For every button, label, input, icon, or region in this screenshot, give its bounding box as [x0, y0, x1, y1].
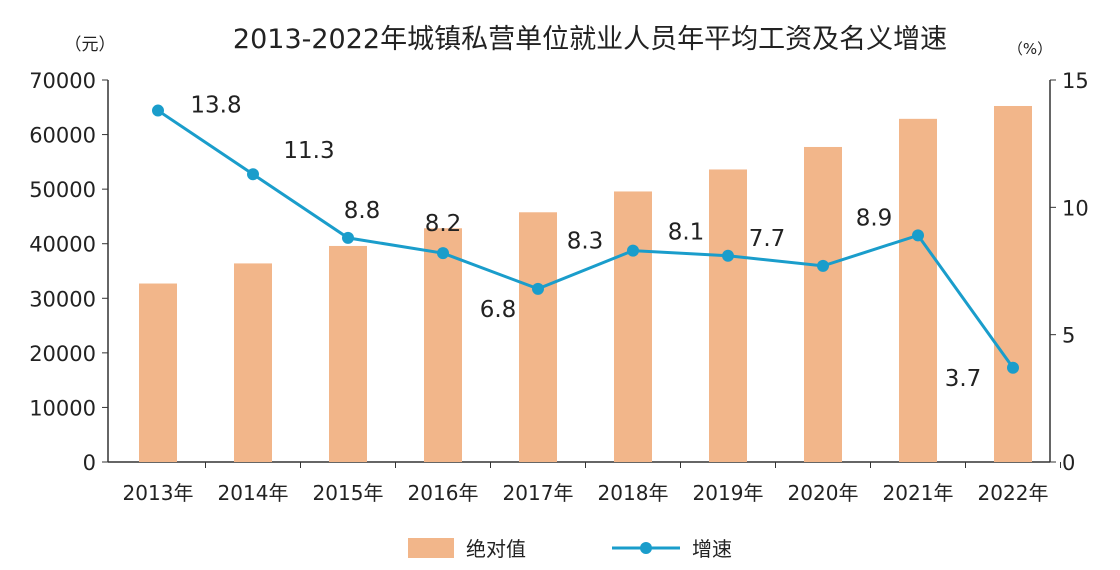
x-tick-label: 2016年	[408, 481, 479, 505]
growth-point	[912, 229, 924, 242]
growth-data-label: 7.7	[749, 226, 786, 252]
growth-data-label: 13.8	[190, 93, 241, 119]
left-tick-label: 60000	[29, 124, 96, 148]
left-tick-label: 20000	[29, 342, 96, 366]
axes: 0 10000 20000 30000 40000 50000 60000 70000 0 5 10…	[29, 69, 1089, 505]
growth-line-path	[157, 109, 1015, 369]
growth-data-label: 8.9	[856, 205, 893, 231]
growth-point	[1007, 361, 1019, 374]
bar-2019年	[709, 169, 747, 462]
legend-line-marker	[640, 542, 652, 554]
bar-2014年	[234, 263, 272, 462]
legend-bar-swatch	[408, 538, 454, 558]
bars	[139, 105, 1032, 462]
legend-line-label: 增速	[692, 537, 732, 561]
left-tick-label: 0	[83, 451, 96, 475]
left-axis-unit: （元）	[65, 35, 116, 55]
growth-point	[817, 259, 829, 272]
x-tick-label: 2014年	[218, 481, 289, 505]
x-tick-label: 2021年	[883, 481, 954, 505]
growth-data-label: 6.8	[480, 297, 517, 323]
bar-2018年	[614, 191, 652, 462]
right-axis-unit: （%）	[1008, 40, 1052, 58]
x-tick-label: 2017年	[503, 481, 574, 505]
bar-2021年	[899, 118, 937, 462]
growth-point	[722, 249, 734, 262]
legend: 绝对值 增速	[408, 537, 732, 561]
left-tick-label: 10000	[29, 396, 96, 420]
right-tick-label: 5	[1062, 324, 1075, 348]
growth-point	[437, 247, 449, 260]
left-tick-label: 40000	[29, 233, 96, 257]
bar-2020年	[804, 146, 842, 462]
right-tick-label: 0	[1062, 451, 1075, 475]
x-tick-label: 2018年	[598, 481, 669, 505]
growth-data-label: 8.3	[567, 229, 604, 255]
bar-2022年	[994, 105, 1032, 462]
right-tick-label: 10	[1062, 196, 1089, 220]
x-tick-label: 2019年	[693, 481, 764, 505]
bar-2013年	[139, 283, 177, 462]
growth-point	[532, 282, 544, 295]
left-tick-label: 70000	[29, 69, 96, 93]
growth-point	[247, 168, 259, 181]
x-tick-label: 2020年	[788, 481, 859, 505]
growth-point	[152, 104, 164, 117]
growth-data-label: 3.7	[945, 366, 982, 392]
growth-data-label: 11.3	[283, 138, 334, 164]
x-tick-label: 2015年	[313, 481, 384, 505]
growth-data-label: 8.1	[668, 220, 705, 246]
growth-point	[627, 244, 639, 257]
growth-data-label: 8.8	[344, 198, 381, 224]
x-tick-label: 2022年	[978, 481, 1049, 505]
bar-2016年	[424, 228, 462, 462]
left-tick-label: 50000	[29, 178, 96, 202]
growth-data-label: 8.2	[425, 211, 462, 237]
growth-point	[342, 231, 354, 244]
legend-bar-label: 绝对值	[466, 537, 526, 561]
bar-2015年	[329, 245, 367, 462]
x-tick-label: 2013年	[123, 481, 194, 505]
chart-title: 2013-2022年城镇私营单位就业人员年平均工资及名义增速	[233, 24, 947, 55]
right-tick-label: 15	[1062, 69, 1089, 93]
growth-line: 13.8 11.3 8.8 8.2 6.8 8.3 8.1 7.7 8.9 3.7	[152, 93, 1019, 392]
bar-2017年	[519, 212, 557, 462]
left-tick-label: 30000	[29, 287, 96, 311]
